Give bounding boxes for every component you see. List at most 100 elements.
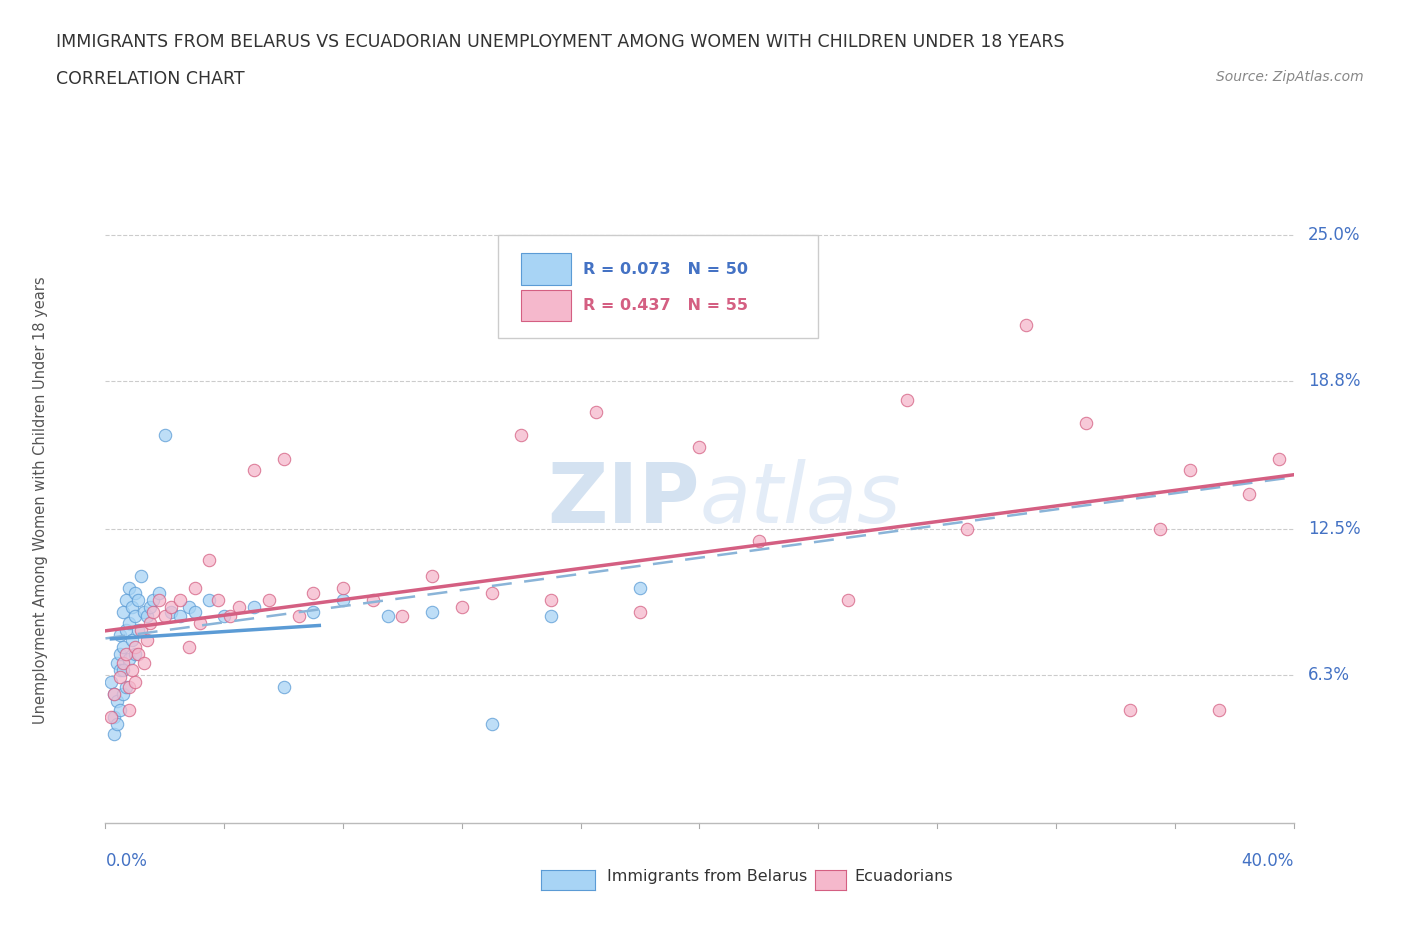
Point [110, 703, 132, 718]
Point [748, 534, 770, 549]
Point [121, 632, 143, 647]
Point [115, 592, 138, 607]
Text: 25.0%: 25.0% [1308, 227, 1360, 245]
Text: R = 0.437   N = 55: R = 0.437 N = 55 [583, 299, 748, 313]
Point [198, 552, 221, 567]
Point [118, 679, 141, 694]
Point [105, 694, 128, 709]
Point [136, 609, 159, 624]
Point [103, 726, 125, 741]
Point [1208, 703, 1230, 718]
Point [177, 599, 200, 614]
Point [361, 592, 384, 607]
Point [391, 609, 413, 624]
Text: Ecuadorians: Ecuadorians [855, 869, 953, 883]
FancyBboxPatch shape [522, 253, 571, 285]
Point [159, 604, 181, 619]
Point [169, 592, 191, 607]
Point [183, 580, 205, 595]
Point [219, 609, 242, 624]
Point [207, 592, 229, 607]
Point [118, 703, 141, 718]
Point [112, 686, 135, 701]
FancyBboxPatch shape [522, 290, 571, 322]
Point [956, 522, 979, 537]
Point [481, 717, 503, 732]
Point [1149, 522, 1171, 537]
Point [110, 670, 132, 684]
Point [837, 592, 859, 607]
Point [112, 663, 135, 678]
Point [112, 604, 135, 619]
Point [257, 592, 280, 607]
Point [159, 599, 181, 614]
Point [1015, 317, 1038, 332]
Text: 0.0%: 0.0% [105, 852, 148, 870]
Point [628, 604, 651, 619]
Point [121, 663, 143, 678]
Point [118, 651, 141, 666]
Point [118, 580, 141, 595]
Point [103, 710, 125, 724]
Point [124, 609, 146, 624]
Point [112, 639, 135, 654]
Text: Source: ZipAtlas.com: Source: ZipAtlas.com [1216, 70, 1364, 84]
Point [287, 609, 309, 624]
Point [124, 639, 146, 654]
Point [148, 592, 170, 607]
Point [139, 599, 162, 614]
Point [112, 656, 135, 671]
Point [214, 609, 236, 624]
Point [129, 569, 152, 584]
Text: Unemployment Among Women with Children Under 18 years: Unemployment Among Women with Children U… [32, 276, 48, 724]
Point [100, 710, 122, 724]
Point [110, 663, 132, 678]
Point [302, 585, 325, 600]
Point [481, 585, 503, 600]
Point [1237, 486, 1260, 501]
Point [136, 632, 159, 647]
Point [115, 679, 138, 694]
Point [127, 646, 149, 661]
Text: atlas: atlas [700, 459, 901, 540]
Point [121, 599, 143, 614]
Point [110, 628, 132, 643]
Text: 18.8%: 18.8% [1308, 372, 1360, 391]
Text: 12.5%: 12.5% [1308, 520, 1361, 538]
Point [190, 616, 212, 631]
Point [124, 674, 146, 689]
Point [132, 656, 155, 671]
Point [118, 616, 141, 631]
Point [105, 656, 128, 671]
Point [273, 451, 295, 466]
Text: IMMIGRANTS FROM BELARUS VS ECUADORIAN UNEMPLOYMENT AMONG WOMEN WITH CHILDREN UND: IMMIGRANTS FROM BELARUS VS ECUADORIAN UN… [56, 33, 1064, 50]
Point [129, 623, 152, 638]
Point [153, 609, 176, 624]
Point [100, 674, 122, 689]
Point [103, 686, 125, 701]
Point [585, 405, 607, 419]
Point [450, 599, 472, 614]
Point [628, 580, 651, 595]
Point [148, 585, 170, 600]
Point [228, 599, 250, 614]
FancyBboxPatch shape [498, 235, 818, 339]
Point [127, 592, 149, 607]
Point [105, 717, 128, 732]
Point [153, 428, 176, 443]
Text: R = 0.073   N = 50: R = 0.073 N = 50 [583, 261, 748, 276]
Point [302, 604, 325, 619]
Point [115, 646, 138, 661]
Point [540, 609, 562, 624]
Point [377, 609, 399, 624]
Point [124, 646, 146, 661]
Point [1178, 463, 1201, 478]
Point [420, 604, 443, 619]
Point [420, 569, 443, 584]
Point [243, 463, 266, 478]
Point [115, 623, 138, 638]
Point [332, 592, 354, 607]
Point [689, 440, 711, 455]
Point [332, 580, 354, 595]
Point [1074, 416, 1097, 431]
